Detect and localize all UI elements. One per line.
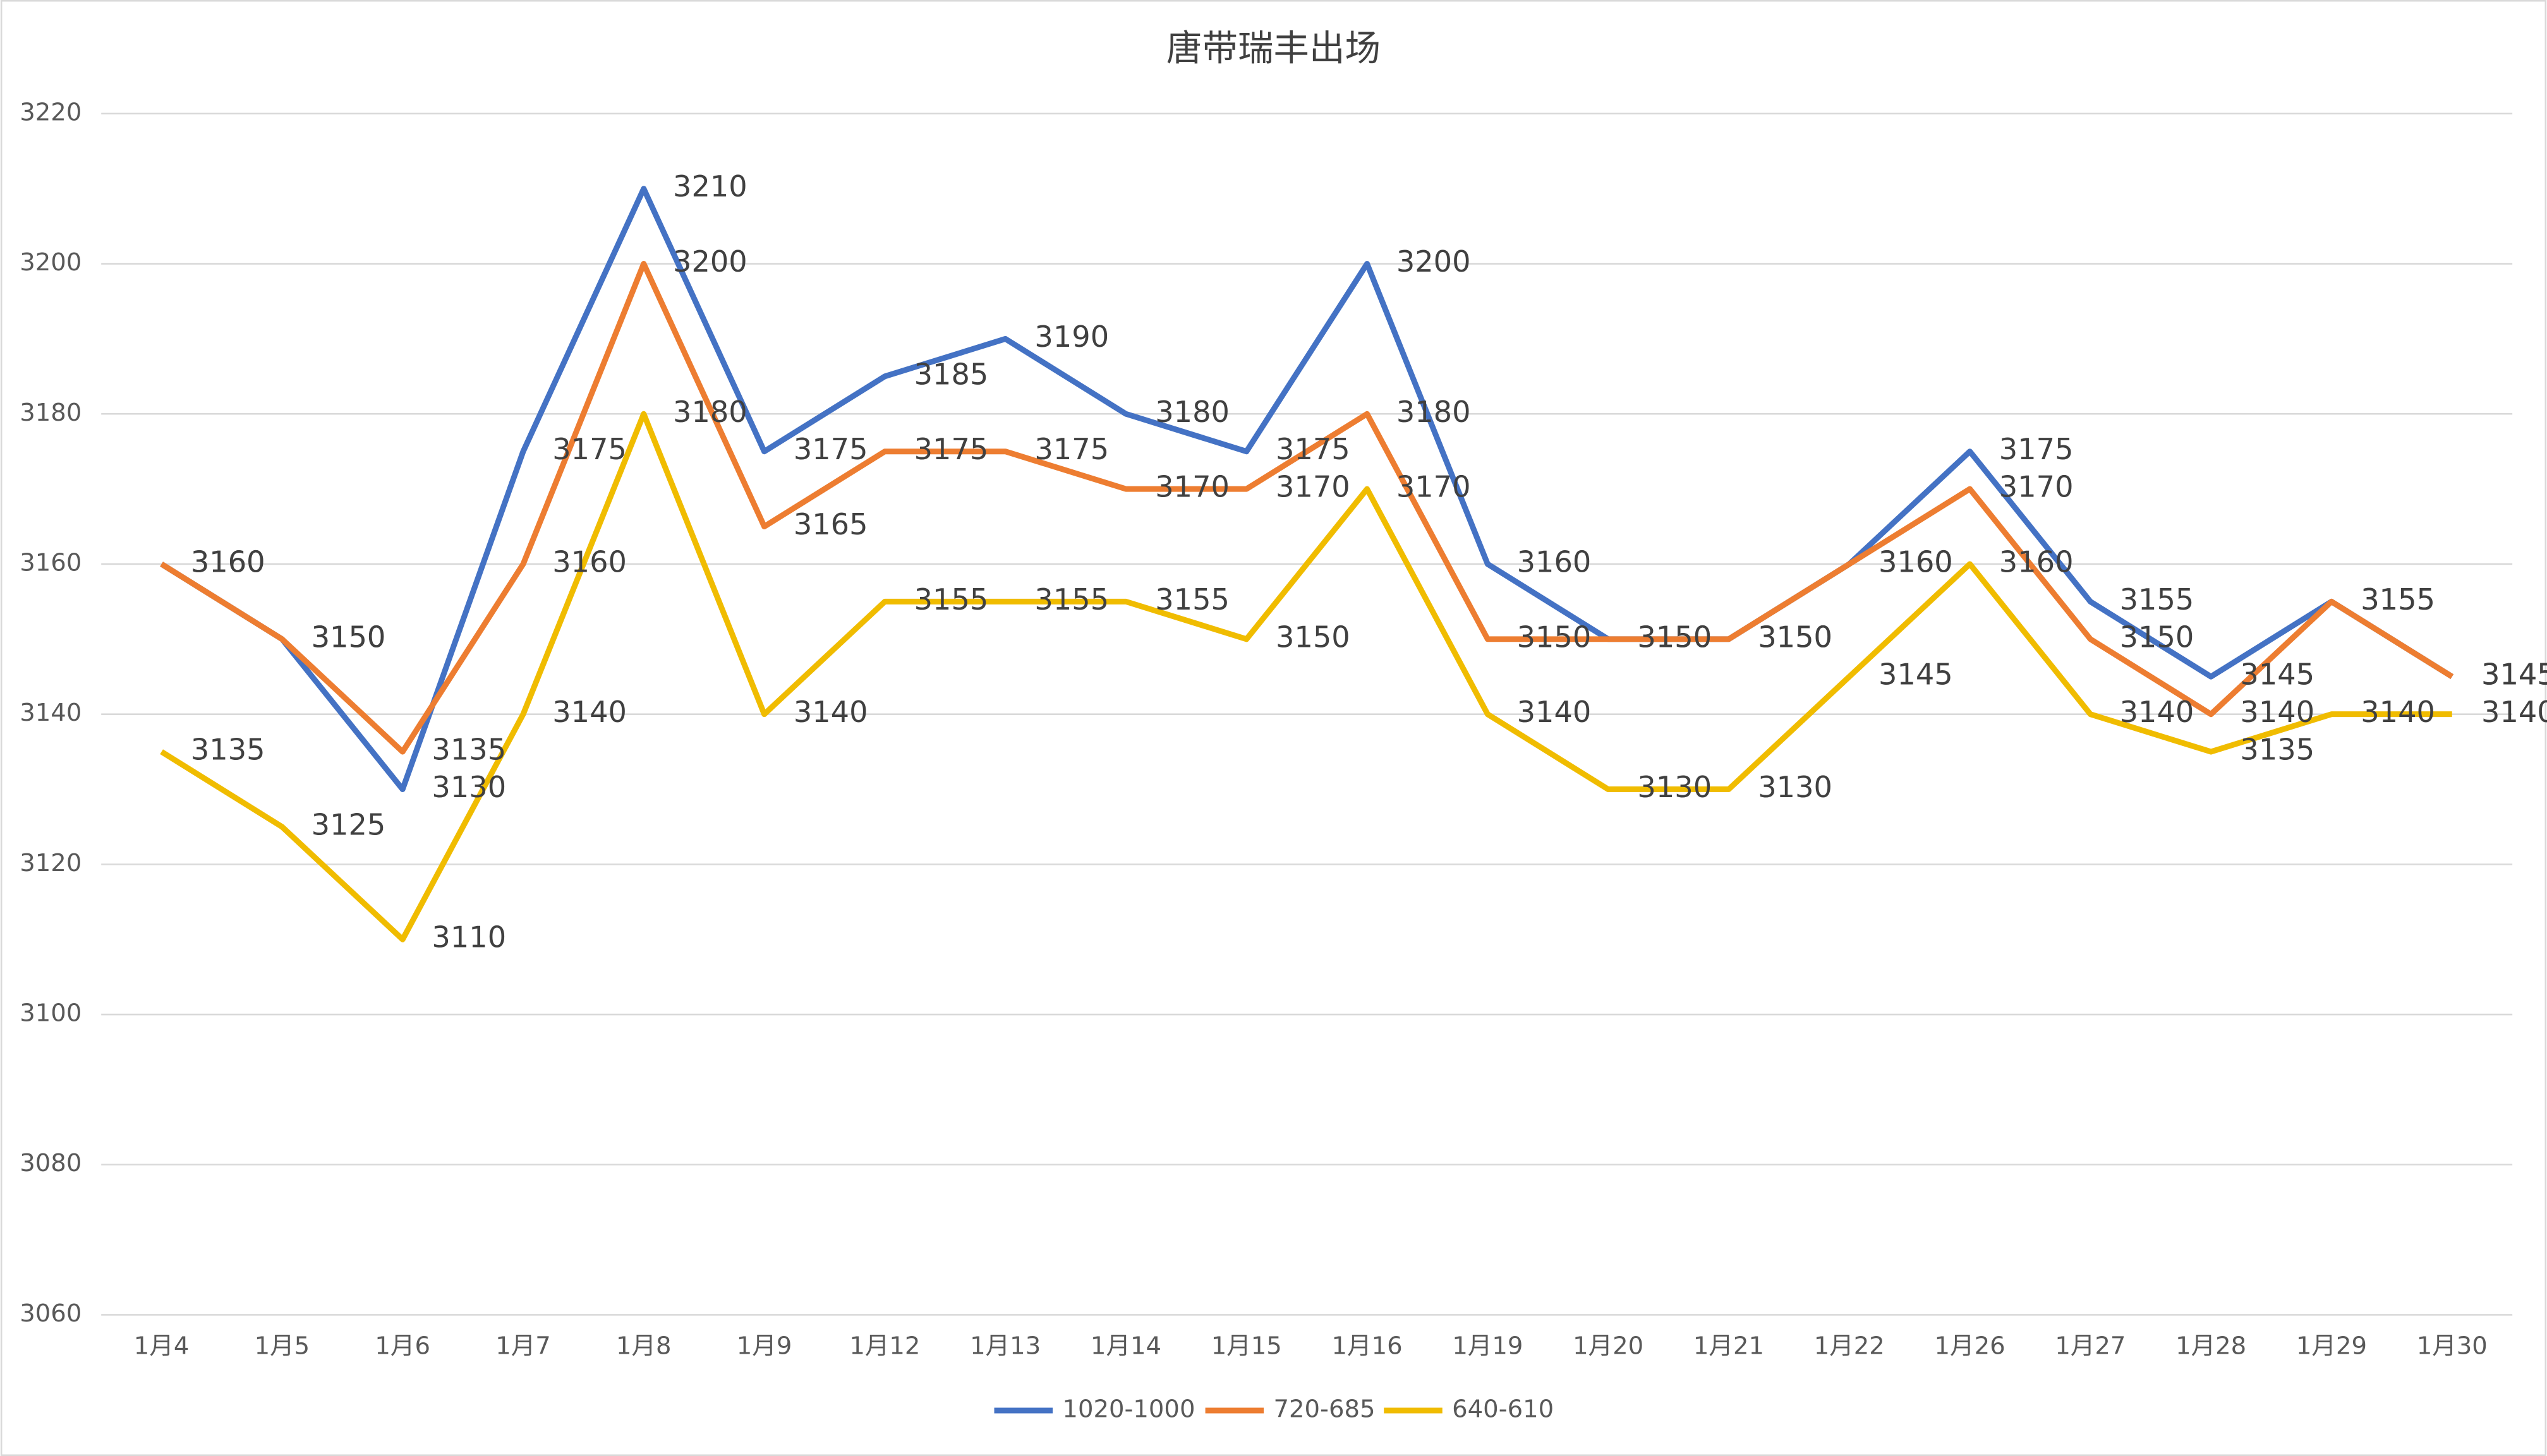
series-line: [160, 411, 2452, 942]
data-label: 3180: [1396, 395, 1471, 429]
y-tick-label: 3220: [20, 98, 82, 126]
data-label: 3180: [1155, 395, 1230, 429]
data-label: 3140: [2361, 695, 2435, 729]
data-label: 3160: [1999, 544, 2074, 579]
data-label: 3200: [673, 244, 747, 279]
data-label: 3200: [1396, 244, 1471, 279]
data-label: 3160: [191, 544, 265, 579]
series-line: [160, 186, 2454, 793]
x-tick-label: 1月14: [1091, 1332, 1161, 1360]
data-label: 3175: [1999, 432, 2074, 466]
y-tick-label: 3140: [20, 699, 82, 727]
data-label: 3170: [1396, 470, 1471, 504]
data-label: 3150: [2120, 620, 2194, 654]
y-tick-label: 3200: [20, 248, 82, 277]
data-label: 3145: [2481, 658, 2547, 692]
data-label: 3175: [552, 432, 627, 466]
data-label: 3140: [2120, 695, 2194, 729]
data-label: 3150: [1276, 620, 1350, 654]
data-label: 3130: [432, 770, 506, 804]
data-label: 3160: [1878, 544, 1953, 579]
data-label: 3155: [2120, 582, 2194, 617]
data-label: 3140: [552, 695, 627, 729]
x-tick-label: 1月4: [134, 1332, 190, 1360]
legend-label: 720-685: [1274, 1395, 1376, 1424]
data-label: 3140: [1517, 695, 1592, 729]
data-label: 3135: [432, 733, 506, 767]
x-tick-label: 1月26: [1935, 1332, 2006, 1360]
y-tick-label: 3100: [20, 999, 82, 1028]
data-label: 3175: [794, 432, 868, 466]
data-label: 3145: [2240, 658, 2314, 692]
data-label: 3160: [191, 544, 265, 579]
data-label: 3170: [1276, 470, 1350, 504]
data-label: 3150: [312, 620, 386, 654]
x-tick-label: 1月7: [495, 1332, 551, 1360]
x-tick-label: 1月6: [375, 1332, 430, 1360]
y-tick-label: 3120: [20, 849, 82, 877]
x-tick-label: 1月5: [255, 1332, 310, 1360]
y-tick-label: 3080: [20, 1149, 82, 1177]
data-label: 3175: [1276, 432, 1350, 466]
data-label: 3155: [1034, 582, 1109, 617]
data-label: 3135: [2240, 733, 2314, 767]
data-label: 3150: [1637, 620, 1712, 654]
data-label: 3140: [794, 695, 868, 729]
data-label: 3170: [1999, 470, 2074, 504]
data-label: 3145: [2481, 658, 2547, 692]
data-label: 3190: [1034, 320, 1109, 354]
x-tick-label: 1月21: [1693, 1332, 1764, 1360]
y-tick-label: 3060: [20, 1299, 82, 1328]
data-label: 3160: [1878, 544, 1953, 579]
data-label: 3180: [673, 395, 747, 429]
data-label: 3170: [1155, 470, 1230, 504]
x-tick-label: 1月19: [1452, 1332, 1523, 1360]
data-label: 3150: [1758, 620, 1832, 654]
data-label: 3155: [2361, 582, 2435, 617]
data-label: 3155: [1155, 582, 1230, 617]
x-tick-label: 1月12: [849, 1332, 920, 1360]
data-label: 3175: [1034, 432, 1109, 466]
data-label: 3110: [432, 920, 506, 954]
x-tick-label: 1月30: [2417, 1332, 2488, 1360]
legend-label: 640-610: [1452, 1395, 1554, 1424]
data-label: 3130: [1637, 770, 1712, 804]
data-label: 3145: [1878, 658, 1953, 692]
data-label: 3165: [794, 507, 868, 541]
data-label: 3150: [1758, 620, 1832, 654]
data-label: 3135: [191, 733, 265, 767]
data-label: 3150: [1517, 620, 1592, 654]
x-tick-label: 1月9: [737, 1332, 792, 1360]
data-label: 3160: [1517, 544, 1592, 579]
data-label: 3185: [914, 357, 989, 391]
data-label: 3140: [2240, 695, 2314, 729]
data-label: 3125: [312, 807, 386, 841]
data-label: 3130: [1758, 770, 1832, 804]
data-label: 3155: [914, 582, 989, 617]
x-tick-label: 1月16: [1332, 1332, 1403, 1360]
x-tick-label: 1月8: [616, 1332, 672, 1360]
data-label: 3175: [914, 432, 989, 466]
y-tick-label: 3180: [20, 399, 82, 427]
x-tick-label: 1月15: [1211, 1332, 1282, 1360]
data-label: 3160: [552, 544, 627, 579]
x-tick-label: 1月22: [1814, 1332, 1885, 1360]
data-label: 3140: [2481, 695, 2547, 729]
data-label: 3150: [1637, 620, 1712, 654]
x-tick-label: 1月20: [1573, 1332, 1643, 1360]
x-tick-label: 1月28: [2175, 1332, 2246, 1360]
legend-label: 1020-1000: [1062, 1395, 1195, 1424]
x-tick-label: 1月13: [970, 1332, 1041, 1360]
series-line: [160, 261, 2454, 755]
x-tick-label: 1月27: [2055, 1332, 2126, 1360]
y-tick-label: 3160: [20, 548, 82, 577]
x-tick-label: 1月29: [2296, 1332, 2367, 1360]
chart-title: 唐带瑞丰出场: [1166, 28, 1381, 69]
data-label: 3155: [2361, 582, 2435, 617]
data-label: 3210: [673, 169, 747, 203]
data-label: 3150: [312, 620, 386, 654]
